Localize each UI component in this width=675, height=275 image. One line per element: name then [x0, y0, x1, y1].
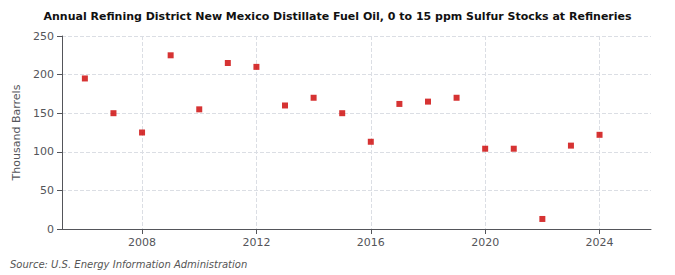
svg-text:0: 0 — [47, 223, 54, 236]
svg-text:2012: 2012 — [242, 236, 270, 249]
svg-text:2016: 2016 — [357, 236, 385, 249]
svg-text:100: 100 — [33, 145, 54, 158]
svg-text:Annual Refining District New M: Annual Refining District New Mexico Dist… — [43, 10, 632, 23]
svg-text:150: 150 — [33, 107, 54, 120]
svg-text:Source: U.S. Energy Informatio: Source: U.S. Energy Information Administ… — [10, 259, 247, 270]
svg-text:50: 50 — [40, 184, 54, 197]
svg-text:Thousand Barrels: Thousand Barrels — [10, 84, 23, 181]
svg-text:250: 250 — [33, 30, 54, 43]
svg-text:2020: 2020 — [471, 236, 499, 249]
svg-text:200: 200 — [33, 68, 54, 81]
svg-text:2008: 2008 — [128, 236, 156, 249]
svg-text:2024: 2024 — [586, 236, 614, 249]
